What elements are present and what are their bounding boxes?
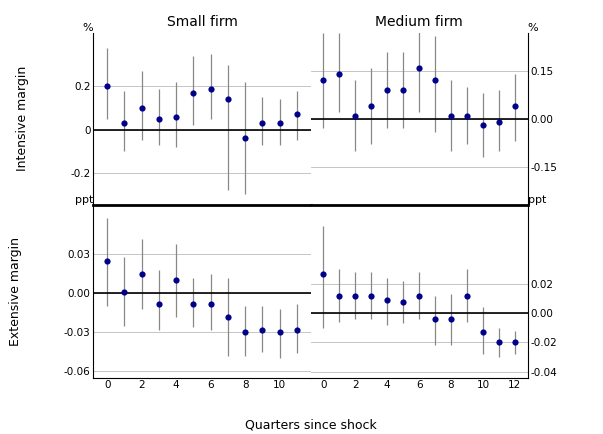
- Point: [189, 89, 198, 96]
- Y-axis label: Extensive margin: Extensive margin: [9, 237, 22, 346]
- Point: [367, 102, 376, 109]
- Text: ppt: ppt: [528, 195, 546, 205]
- Point: [257, 120, 267, 127]
- Point: [206, 300, 215, 307]
- Point: [240, 135, 250, 141]
- Point: [382, 296, 392, 303]
- Text: Quarters since shock: Quarters since shock: [245, 419, 376, 432]
- Text: %: %: [528, 23, 538, 33]
- Point: [510, 339, 520, 346]
- Point: [494, 118, 504, 125]
- Point: [103, 257, 112, 264]
- Point: [119, 289, 129, 296]
- Title: Small firm: Small firm: [166, 15, 238, 29]
- Point: [318, 77, 328, 84]
- Point: [206, 85, 215, 92]
- Text: %: %: [83, 23, 93, 33]
- Point: [399, 86, 408, 93]
- Title: Medium firm: Medium firm: [375, 15, 463, 29]
- Point: [430, 316, 440, 322]
- Point: [350, 112, 360, 119]
- Point: [350, 292, 360, 299]
- Point: [494, 339, 504, 346]
- Point: [223, 96, 233, 103]
- Y-axis label: Intensive margin: Intensive margin: [16, 66, 29, 171]
- Point: [510, 102, 520, 109]
- Point: [257, 326, 267, 333]
- Point: [367, 292, 376, 299]
- Point: [137, 270, 147, 277]
- Point: [335, 292, 344, 299]
- Point: [119, 120, 129, 127]
- Point: [399, 298, 408, 305]
- Point: [382, 86, 392, 93]
- Point: [137, 105, 147, 112]
- Point: [478, 122, 488, 128]
- Point: [462, 112, 472, 119]
- Point: [335, 71, 344, 78]
- Point: [171, 113, 181, 120]
- Point: [292, 111, 302, 118]
- Text: ppt: ppt: [75, 195, 93, 205]
- Point: [318, 270, 328, 277]
- Point: [414, 292, 424, 299]
- Point: [223, 313, 233, 320]
- Point: [154, 115, 164, 122]
- Point: [414, 64, 424, 71]
- Point: [275, 329, 285, 335]
- Point: [240, 329, 250, 335]
- Point: [103, 83, 112, 90]
- Point: [430, 77, 440, 84]
- Point: [275, 120, 285, 127]
- Point: [446, 112, 456, 119]
- Point: [462, 292, 472, 299]
- Point: [478, 329, 488, 336]
- Point: [171, 277, 181, 284]
- Point: [292, 326, 302, 333]
- Point: [446, 316, 456, 322]
- Point: [154, 300, 164, 307]
- Point: [189, 300, 198, 307]
